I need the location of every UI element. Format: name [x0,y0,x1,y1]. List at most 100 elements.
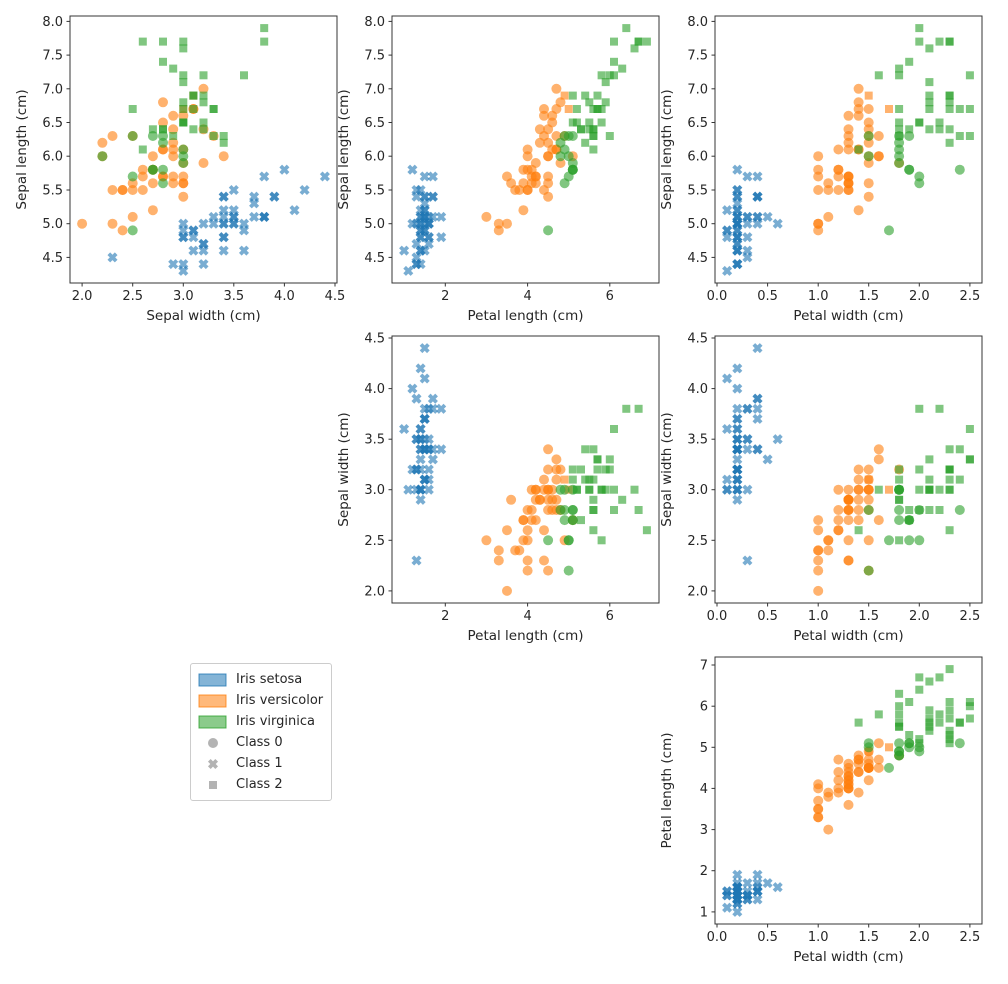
y-tick-label: 4.5 [687,251,708,266]
y-tick-label: 4 [700,782,708,797]
data-point [601,98,610,107]
data-point [945,465,954,474]
data-point [813,151,824,162]
data-point [419,171,430,182]
data-point [853,505,864,515]
data-point [935,673,944,682]
data-point [199,125,208,134]
y-tick-label: 2 [700,864,708,879]
data-point [219,132,228,140]
data-point [240,71,248,80]
data-point [209,132,218,140]
data-point [813,804,824,814]
data-point [905,731,914,739]
data-point [833,185,844,195]
points-layer [399,24,651,276]
data-point [833,515,844,526]
data-point [178,218,189,229]
data-point [742,555,753,566]
data-point [752,886,763,897]
data-point [945,138,954,147]
data-point [218,191,229,202]
data-point [895,710,904,719]
data-point [945,125,954,134]
data-point [564,105,573,113]
data-point [415,494,426,505]
data-point [752,444,763,455]
data-point [399,423,410,435]
data-point [853,205,864,216]
data-point [732,906,743,917]
data-point [905,506,914,514]
data-point [863,117,874,128]
data-point [854,718,863,727]
data-point [905,57,914,66]
data-point [107,131,118,141]
y-tick-label: 5.0 [687,217,708,232]
x-tick-label: 2.5 [960,930,981,945]
data-point [863,754,874,765]
data-point [567,484,578,495]
data-point [642,526,651,535]
data-point [762,211,773,222]
data-point [925,706,934,715]
data-point [954,164,965,175]
class-2-square-marker-icon [209,780,217,789]
data-point [853,474,864,485]
data-point [493,555,504,566]
data-point [732,184,743,196]
points-layer [722,665,974,917]
data-point [945,105,954,113]
data-point [732,198,743,209]
data-point [895,125,904,134]
y-tick-label: 8.0 [364,15,385,30]
data-point [589,475,598,484]
data-point [965,714,974,723]
data-point [843,494,854,505]
data-point [137,185,148,195]
y-tick-label: 7.5 [42,49,63,64]
data-point [915,118,924,127]
data-point [411,393,422,404]
data-point [597,485,606,494]
legend-label: Iris setosa [236,671,303,687]
data-point [589,445,598,454]
data-point [127,171,138,182]
data-point [915,685,924,694]
data-point [954,738,965,749]
data-point [965,132,974,140]
data-point [601,78,610,87]
data-point [885,743,893,752]
data-point [945,37,954,46]
axes-spines [391,15,660,284]
x-tick-label: 3.0 [173,289,194,304]
data-point [415,363,426,374]
data-point [543,225,554,236]
data-point [955,475,964,484]
data-point [813,555,824,566]
data-point [945,735,954,744]
data-point [742,890,753,901]
data-point [833,775,844,786]
data-point [833,525,844,536]
data-point [925,722,934,731]
data-point [843,171,854,182]
data-point [965,425,974,433]
data-point [179,71,188,80]
data-point [955,445,964,454]
data-point [605,132,614,140]
data-point [179,105,188,113]
y-tick-label: 3 [700,823,708,838]
data-point [853,494,864,505]
data-point [568,475,577,484]
data-point [589,495,598,504]
data-point [159,57,167,66]
data-point [752,211,763,222]
x-tick-label: 2.5 [122,289,143,304]
data-point [622,404,631,413]
data-point [904,131,915,141]
data-point [199,91,208,100]
data-point [547,144,558,155]
y-tick-label: 2.0 [364,584,385,599]
data-point [427,191,438,202]
